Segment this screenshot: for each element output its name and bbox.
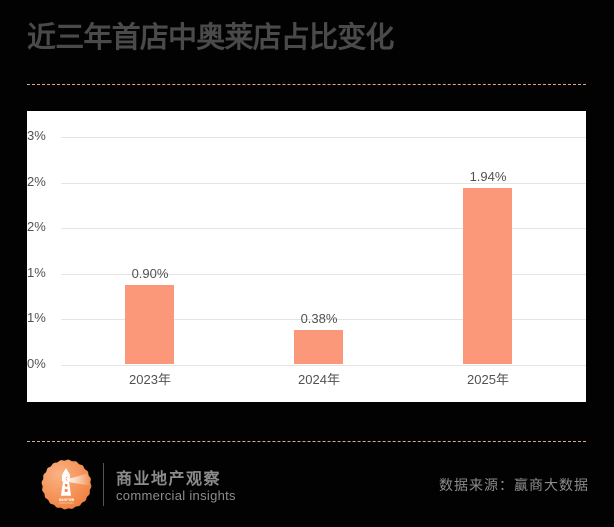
svg-text:商业地产观察: 商业地产观察 xyxy=(59,498,75,502)
